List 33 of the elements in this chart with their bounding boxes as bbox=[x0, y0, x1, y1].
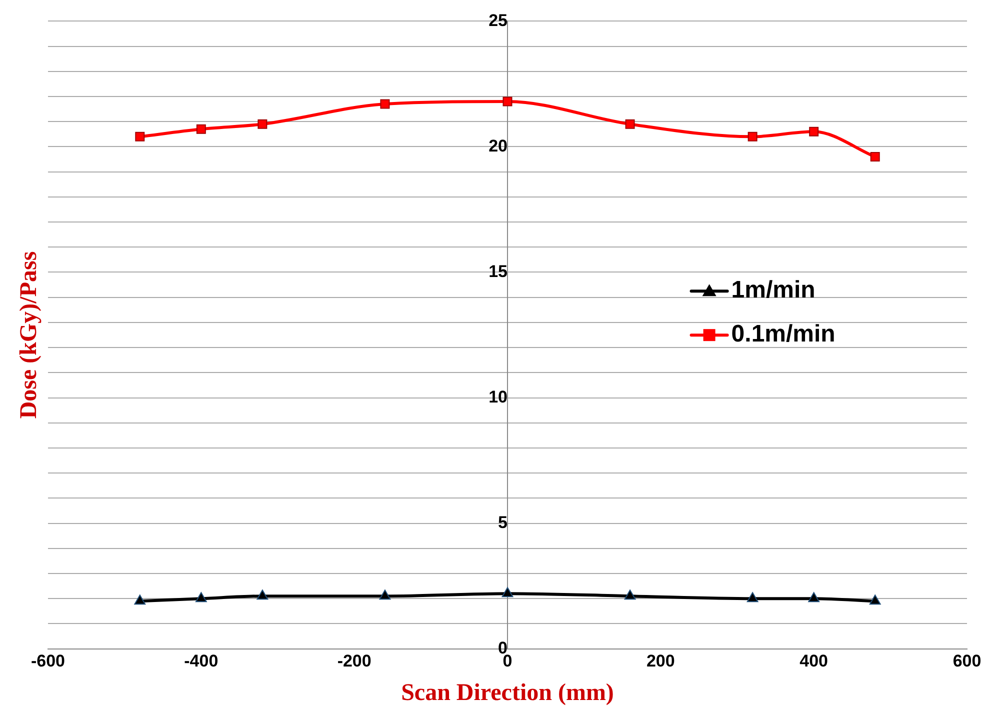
y-tick-label: 10 bbox=[488, 387, 508, 406]
point bbox=[256, 590, 268, 600]
point bbox=[624, 590, 636, 600]
legend-label: 0.1m/min bbox=[731, 320, 836, 348]
point bbox=[380, 99, 390, 109]
y-tick-label: 15 bbox=[488, 262, 508, 281]
point bbox=[502, 587, 514, 598]
y-axis-title: Dose (kGy)/Pass bbox=[16, 251, 42, 419]
point bbox=[379, 590, 391, 600]
point bbox=[135, 132, 145, 142]
point bbox=[502, 96, 512, 106]
x-axis-title: Scan Direction (mm) bbox=[401, 680, 614, 706]
point bbox=[809, 126, 819, 136]
point bbox=[134, 594, 146, 605]
point bbox=[258, 119, 268, 129]
y-tick-label: 25 bbox=[488, 10, 508, 30]
point bbox=[808, 592, 820, 602]
point bbox=[196, 124, 206, 134]
y-tick-label: 5 bbox=[498, 512, 508, 532]
y-tick-label: 20 bbox=[488, 136, 508, 156]
point bbox=[746, 592, 758, 602]
point bbox=[625, 119, 635, 129]
x-tick-label: -200 bbox=[337, 652, 372, 671]
x-tick-label: 600 bbox=[952, 652, 982, 671]
x-tick-label: 400 bbox=[800, 652, 828, 671]
point bbox=[195, 592, 207, 602]
x-tick-label: -600 bbox=[30, 652, 66, 671]
legend-label: 1m/min bbox=[731, 276, 816, 304]
point bbox=[748, 132, 758, 142]
x-tick-label: 200 bbox=[646, 652, 675, 671]
x-tick-label: -400 bbox=[184, 652, 218, 671]
point bbox=[869, 594, 881, 605]
point bbox=[870, 152, 880, 162]
